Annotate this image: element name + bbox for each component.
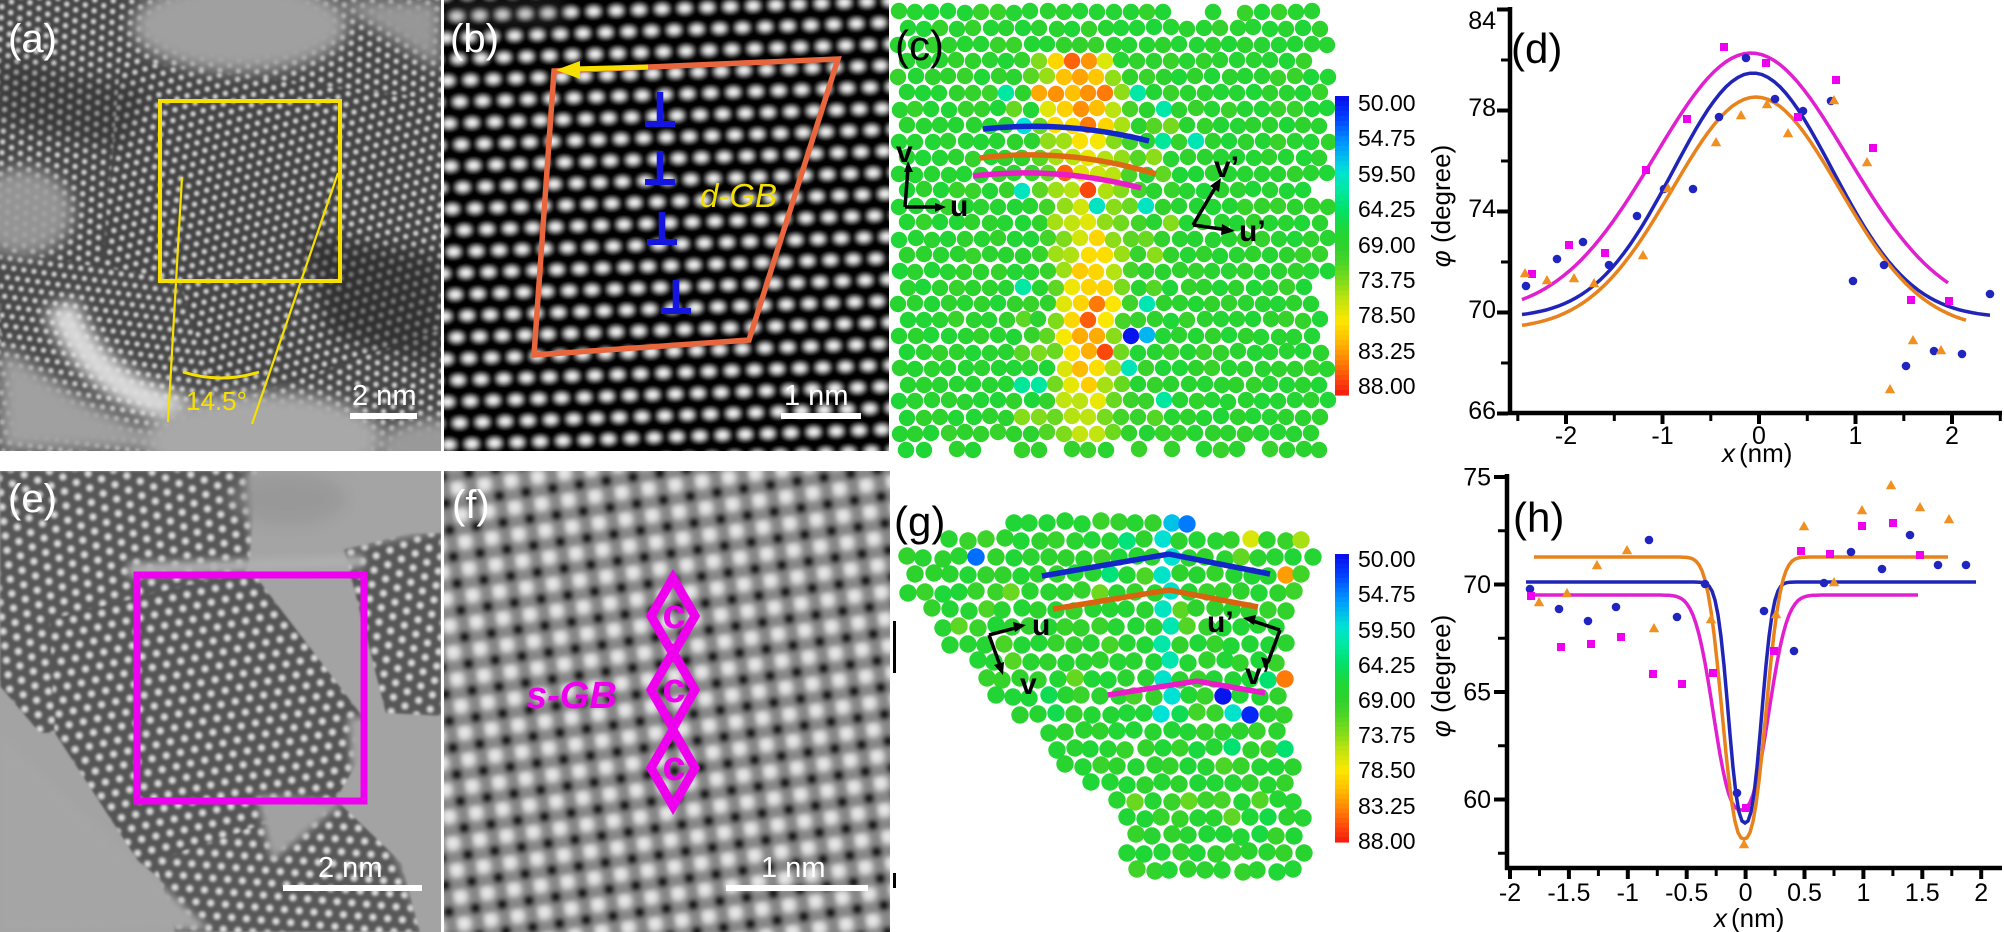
svg-text:x: x (1712, 903, 1728, 932)
svg-text:1 nm: 1 nm (761, 852, 825, 884)
svg-text:1: 1 (1856, 879, 1870, 907)
svg-text:50.00: 50.00 (1358, 90, 1416, 116)
svg-text:c: c (662, 664, 685, 711)
svg-text:u’: u’ (1207, 606, 1234, 639)
svg-text:14.5°: 14.5° (186, 386, 247, 416)
svg-text:2 nm: 2 nm (352, 380, 416, 412)
svg-text:69.00: 69.00 (1358, 687, 1416, 713)
svg-text:-2: -2 (1499, 879, 1521, 907)
svg-text:s-GB: s-GB (526, 675, 617, 717)
svg-text:2: 2 (1945, 422, 1959, 450)
svg-text:(f): (f) (452, 483, 490, 527)
svg-text:84: 84 (1468, 7, 1496, 35)
svg-text:(nm): (nm) (1739, 438, 1792, 468)
svg-text:φ (degree): φ (degree) (1426, 615, 1456, 737)
svg-text:v: v (1020, 668, 1037, 701)
svg-text:78.50: 78.50 (1358, 757, 1416, 783)
svg-text:-0.5: -0.5 (1665, 879, 1708, 907)
svg-text:70: 70 (1463, 571, 1491, 599)
svg-text:88.00: 88.00 (1358, 828, 1416, 854)
svg-text:0: 0 (1752, 422, 1766, 450)
svg-text:1: 1 (1849, 422, 1863, 450)
svg-text:83.25: 83.25 (1358, 338, 1416, 364)
svg-text:64.25: 64.25 (1358, 652, 1416, 678)
svg-text:(b): (b) (450, 17, 499, 61)
svg-text:-2: -2 (1555, 422, 1577, 450)
svg-text:66: 66 (1468, 397, 1496, 425)
svg-text:(h): (h) (1513, 494, 1564, 541)
svg-text:(a): (a) (8, 17, 57, 61)
svg-text:2 nm: 2 nm (318, 852, 382, 884)
svg-text:64.25: 64.25 (1358, 196, 1416, 222)
svg-text:0: 0 (1739, 879, 1753, 907)
svg-text:(e): (e) (8, 477, 57, 521)
svg-text:d-GB: d-GB (700, 177, 777, 214)
svg-text:v’: v’ (1214, 151, 1239, 184)
svg-text:-1: -1 (1617, 879, 1639, 907)
svg-text:78: 78 (1468, 94, 1496, 122)
svg-text:78.50: 78.50 (1358, 302, 1416, 328)
svg-text:59.50: 59.50 (1358, 161, 1416, 187)
svg-text:(d): (d) (1511, 25, 1562, 72)
svg-text:54.75: 54.75 (1358, 581, 1416, 607)
svg-text:73.75: 73.75 (1358, 267, 1416, 293)
svg-text:(c): (c) (895, 22, 944, 69)
svg-text:u: u (950, 190, 968, 223)
svg-text:69.00: 69.00 (1358, 232, 1416, 258)
svg-text:74: 74 (1468, 195, 1496, 223)
svg-text:v’: v’ (1245, 658, 1270, 691)
svg-text:u’: u’ (1239, 215, 1266, 248)
svg-text:83.25: 83.25 (1358, 793, 1416, 819)
svg-text:75: 75 (1463, 464, 1491, 492)
svg-text:φ (degree): φ (degree) (1426, 145, 1456, 267)
svg-text:54.75: 54.75 (1358, 125, 1416, 151)
svg-text:1.5: 1.5 (1905, 879, 1940, 907)
svg-text:x: x (1720, 438, 1736, 468)
svg-text:c: c (662, 590, 685, 637)
svg-text:65: 65 (1463, 679, 1491, 707)
svg-text:(nm): (nm) (1731, 903, 1784, 932)
svg-text:70: 70 (1468, 296, 1496, 324)
svg-text:u: u (1032, 609, 1050, 642)
svg-text:50.00: 50.00 (1358, 546, 1416, 572)
svg-text:-1.5: -1.5 (1547, 879, 1590, 907)
svg-text:-1: -1 (1651, 422, 1673, 450)
svg-text:(g): (g) (894, 498, 945, 545)
svg-text:0.5: 0.5 (1787, 879, 1822, 907)
svg-text:59.50: 59.50 (1358, 617, 1416, 643)
svg-text:88.00: 88.00 (1358, 373, 1416, 399)
svg-text:v: v (896, 136, 913, 169)
svg-text:60: 60 (1463, 786, 1491, 814)
svg-text:1 nm: 1 nm (784, 380, 848, 412)
svg-text:c: c (662, 742, 685, 789)
svg-text:2: 2 (1974, 879, 1988, 907)
svg-text:73.75: 73.75 (1358, 722, 1416, 748)
